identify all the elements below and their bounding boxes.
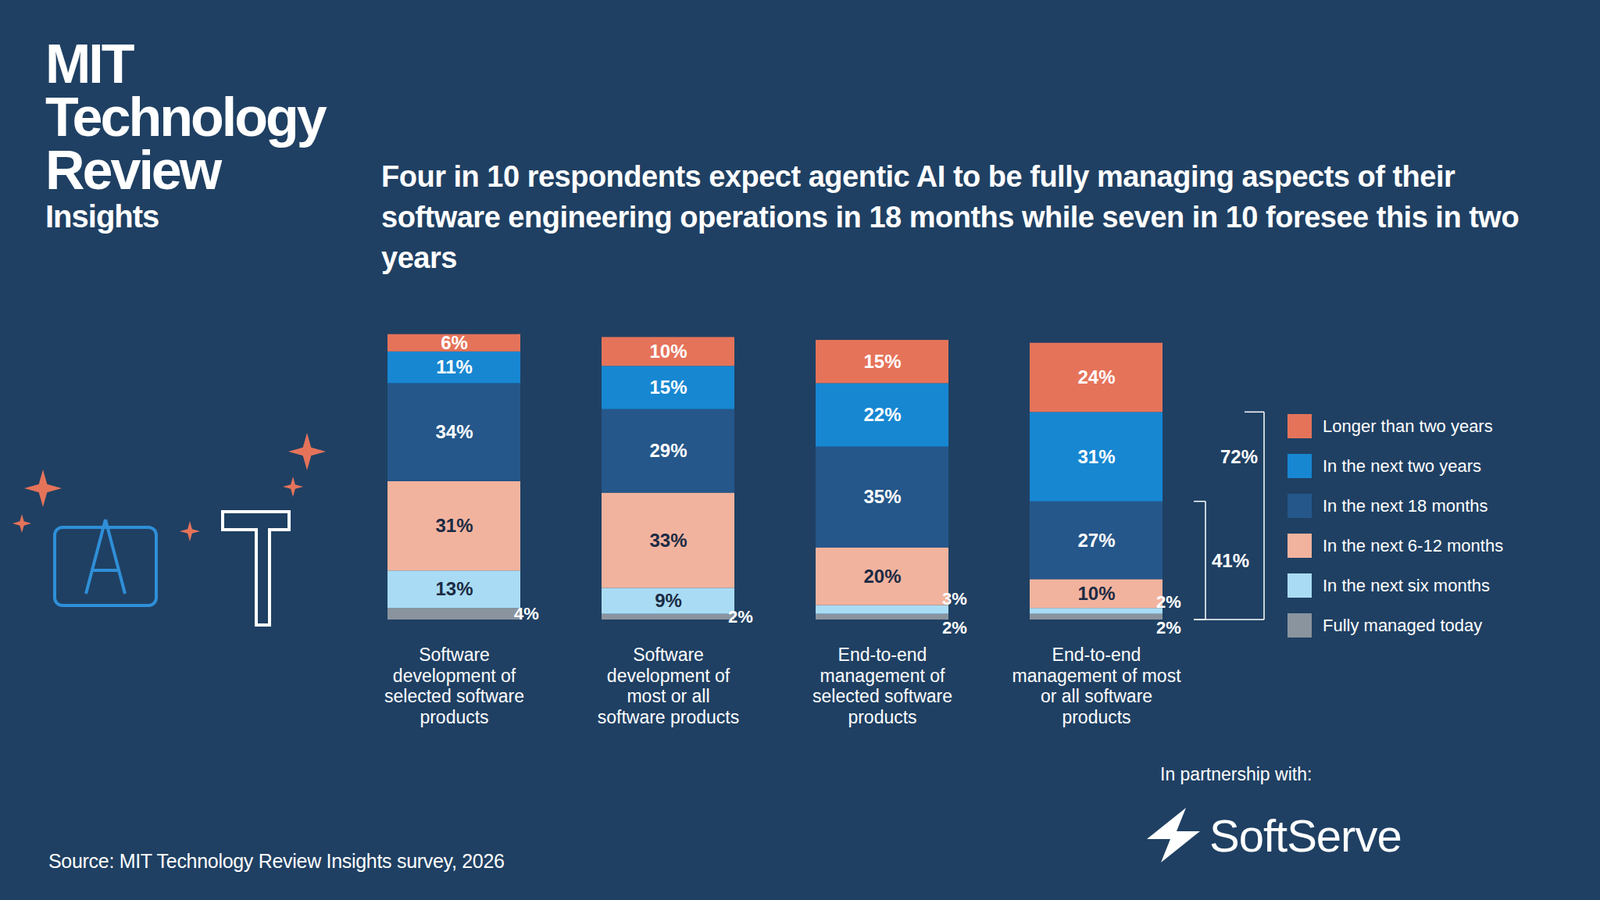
svg-text:9%: 9% xyxy=(654,589,683,611)
svg-text:15%: 15% xyxy=(863,350,901,372)
svg-text:34%: 34% xyxy=(435,421,473,443)
svg-text:2%: 2% xyxy=(1156,592,1182,612)
svg-text:72%: 72% xyxy=(1220,446,1258,468)
html-text:In the next six months: In the next six months xyxy=(1322,575,1490,595)
svg-text:33%: 33% xyxy=(649,529,687,551)
svg-text:10%: 10% xyxy=(1077,582,1115,604)
html-text:Source: MIT Technology Review: Source: MIT Technology Review Insights s… xyxy=(48,850,505,872)
svg-text:31%: 31% xyxy=(1077,446,1115,468)
svg-text:20%: 20% xyxy=(863,565,901,587)
svg-text:2%: 2% xyxy=(728,607,754,627)
html-text:Insights: Insights xyxy=(45,199,159,234)
svg-text:24%: 24% xyxy=(1077,366,1115,388)
svg-text:27%: 27% xyxy=(1077,529,1115,551)
html-text:In the next 18 months: In the next 18 months xyxy=(1322,495,1488,516)
svg-text:13%: 13% xyxy=(435,578,473,600)
svg-text:Softwaredevelopment ofmost or: Softwaredevelopment ofmost or allsoftwar… xyxy=(597,644,740,727)
html-text:In the next 6-12 months: In the next 6-12 months xyxy=(1322,535,1504,556)
html-text:Technology: Technology xyxy=(45,86,325,148)
svg-text:6%: 6% xyxy=(440,332,468,354)
html-text:In the next two years: In the next two years xyxy=(1322,455,1482,476)
svg-text:29%: 29% xyxy=(649,439,687,461)
svg-text:2%: 2% xyxy=(1156,617,1182,638)
svg-text:35%: 35% xyxy=(863,485,901,508)
svg-text:10%: 10% xyxy=(649,340,687,362)
html-text:Fully managed today: Fully managed today xyxy=(1322,615,1483,635)
svg-text:2%: 2% xyxy=(942,617,968,638)
svg-text:31%: 31% xyxy=(435,514,473,536)
svg-text:4%: 4% xyxy=(514,603,540,624)
svg-text:End-to-endmanagement of mostor: End-to-endmanagement of mostor all softw… xyxy=(1011,644,1182,727)
svg-text:11%: 11% xyxy=(435,356,473,378)
html-text:Review: Review xyxy=(45,139,220,201)
svg-text:15%: 15% xyxy=(649,376,687,398)
svg-text:End-to-endmanagement ofselecte: End-to-endmanagement ofselected software… xyxy=(812,644,953,727)
html-text:In partnership with:: In partnership with: xyxy=(1160,764,1312,785)
svg-text:Softwaredevelopment ofselected: Softwaredevelopment ofselected softwarep… xyxy=(384,644,525,727)
html-text:SoftServe: SoftServe xyxy=(1209,810,1402,861)
svg-text:3%: 3% xyxy=(942,589,968,609)
svg-text:41%: 41% xyxy=(1211,550,1250,572)
html-text:Longer than two years: Longer than two years xyxy=(1322,416,1493,436)
html-text:MIT: MIT xyxy=(45,33,133,95)
html-text:Four in 10 respondents expect: Four in 10 respondents expect agentic AI… xyxy=(381,160,1519,275)
svg-text:22%: 22% xyxy=(863,403,901,425)
